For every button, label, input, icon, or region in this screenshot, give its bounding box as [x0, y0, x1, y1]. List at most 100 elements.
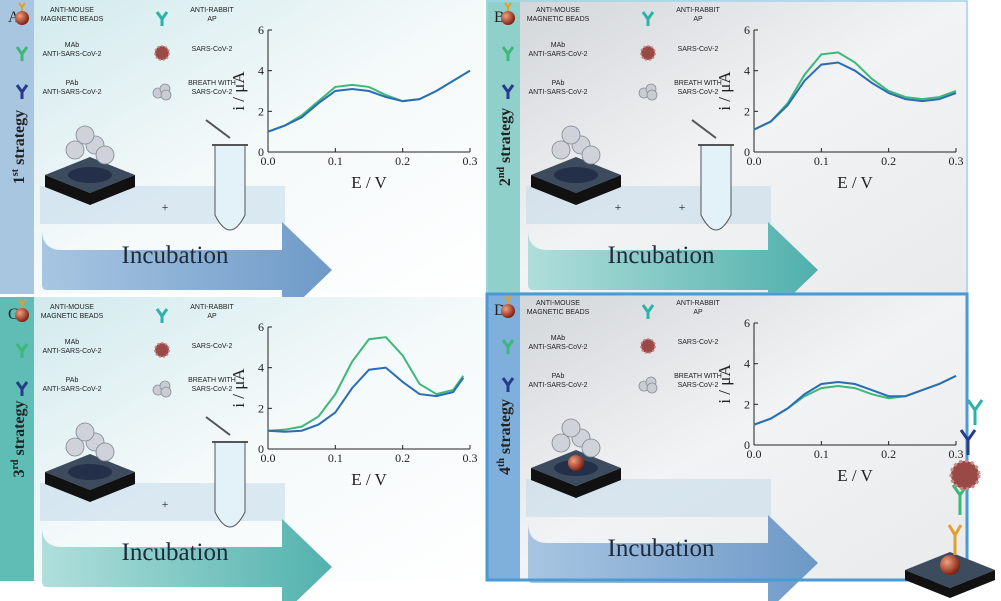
legend-label: ANTI-RABBIT	[190, 7, 234, 14]
y-tick-label: 6	[744, 23, 750, 37]
legend-label: SARS-CoV-2	[192, 89, 233, 96]
x-tick-label: 0.0	[747, 447, 762, 461]
x-tick-label: 0.2	[395, 154, 410, 168]
legend-label: AP	[693, 309, 703, 316]
legend-label: MAGNETIC BEADS	[527, 309, 590, 316]
plus-sign: +	[162, 200, 169, 214]
legend-label: SARS-CoV-2	[678, 382, 719, 389]
strategy-ordinal: 1	[11, 176, 28, 184]
tube	[215, 442, 245, 527]
virus-icon	[641, 339, 655, 353]
x-tick-label: 0.0	[747, 154, 762, 168]
breath-cluster	[552, 141, 570, 159]
tube	[701, 145, 731, 230]
virus-icon	[155, 46, 169, 60]
legend-label: ANTI-MOUSE	[50, 7, 94, 14]
legend-label: ANTI-MOUSE	[536, 300, 580, 307]
breath-icon	[161, 90, 171, 100]
legend-label: ANTI-SARS-CoV-2	[42, 386, 101, 393]
legend-label: ANTI-MOUSE	[50, 304, 94, 311]
sensor-electrode	[68, 464, 112, 480]
legend-label: SARS-CoV-2	[678, 89, 719, 96]
strategy-word: strategy	[497, 399, 514, 454]
incubation-label: Incubation	[608, 242, 715, 269]
x-tick-label: 0.2	[395, 451, 410, 465]
strategy-suffix: rd	[10, 459, 21, 469]
y-axis-label: i / μA	[229, 368, 248, 408]
strategy-word: strategy	[11, 110, 28, 165]
x-tick-label: 0.2	[881, 154, 896, 168]
bead-icon	[15, 308, 29, 322]
x-tick-label: 0.3	[949, 447, 964, 461]
legend-label: MAGNETIC BEADS	[527, 16, 590, 23]
bead-icon	[501, 11, 515, 25]
legend-label: MAGNETIC BEADS	[41, 16, 104, 23]
x-tick-label: 0.2	[881, 447, 896, 461]
breath-icon	[647, 383, 657, 393]
breath-cluster	[96, 443, 114, 461]
y-tick-label: 6	[258, 320, 264, 334]
legend-label: MAb	[551, 335, 566, 342]
sensor-electrode	[68, 167, 112, 183]
y-tick-label: 6	[258, 23, 264, 37]
strategy-ordinal: 2	[497, 178, 514, 186]
legend-label: ANTI-SARS-CoV-2	[42, 89, 101, 96]
legend-label: SARS-CoV-2	[678, 339, 719, 346]
plus-sign: +	[162, 497, 169, 511]
x-axis-label: E / V	[351, 470, 387, 489]
legend-label: MAb	[551, 42, 566, 49]
legend-label: PAb	[552, 80, 565, 87]
y-tick-label: 6	[744, 316, 750, 330]
y-tick-label: 2	[258, 104, 264, 118]
legend-label: ANTI-MOUSE	[536, 7, 580, 14]
bead-on-sensor	[568, 455, 584, 471]
bead-icon	[15, 11, 29, 25]
legend-label: MAb	[65, 42, 80, 49]
legend-label: ANTI-RABBIT	[676, 7, 720, 14]
strategy-suffix: st	[10, 168, 21, 176]
x-tick-label: 0.3	[463, 451, 478, 465]
breath-cluster	[562, 419, 580, 437]
virus-icon	[641, 46, 655, 60]
y-tick-label: 4	[744, 357, 750, 371]
y-tick-label: 4	[258, 361, 264, 375]
breath-cluster	[582, 146, 600, 164]
breath-cluster	[96, 146, 114, 164]
plus-sign: +	[615, 200, 622, 214]
breath-cluster	[66, 141, 84, 159]
y-axis-label: i / μA	[715, 71, 734, 111]
assembly-bead	[940, 555, 960, 575]
x-axis-label: E / V	[837, 173, 873, 192]
strategy-suffix: th	[496, 458, 507, 467]
x-tick-label: 0.0	[261, 451, 276, 465]
y-tick-label: 2	[744, 397, 750, 411]
incubation-label: Incubation	[122, 539, 229, 566]
assembly-virus	[951, 461, 979, 489]
legend-label: AP	[207, 16, 217, 23]
legend-label: SARS-CoV-2	[678, 46, 719, 53]
legend-label: ANTI-SARS-CoV-2	[528, 382, 587, 389]
panel: D4thstrategyIncubationANTI-MOUSEMAGNETIC…	[486, 293, 968, 601]
legend-label: ANTI-RABBIT	[676, 300, 720, 307]
legend-label: SARS-CoV-2	[192, 343, 233, 350]
x-tick-label: 0.1	[328, 451, 343, 465]
incubation-label: Incubation	[122, 242, 229, 269]
x-tick-label: 0.3	[949, 154, 964, 168]
panel: C3rdstrategyIncubation+ANTI-MOUSEMAGNETI…	[0, 297, 484, 601]
x-axis-label: E / V	[351, 173, 387, 192]
breath-cluster	[66, 438, 84, 456]
y-tick-label: 4	[744, 64, 750, 78]
breath-cluster	[76, 423, 94, 441]
legend-label: SARS-CoV-2	[192, 386, 233, 393]
legend-label: ANTI-SARS-CoV-2	[528, 344, 587, 351]
breath-icon	[647, 90, 657, 100]
legend-label: MAb	[65, 339, 80, 346]
breath-cluster	[582, 439, 600, 457]
panel: A1ststrategyIncubation+ANTI-MOUSEMAGNETI…	[0, 0, 484, 318]
virus-icon	[155, 343, 169, 357]
strategy-suffix: nd	[496, 167, 507, 179]
plus-sign: +	[679, 200, 686, 214]
breath-cluster	[76, 126, 94, 144]
panel: B2ndstrategyIncubation++ANTI-MOUSEMAGNET…	[486, 0, 968, 318]
assembly-antibody	[968, 400, 982, 425]
